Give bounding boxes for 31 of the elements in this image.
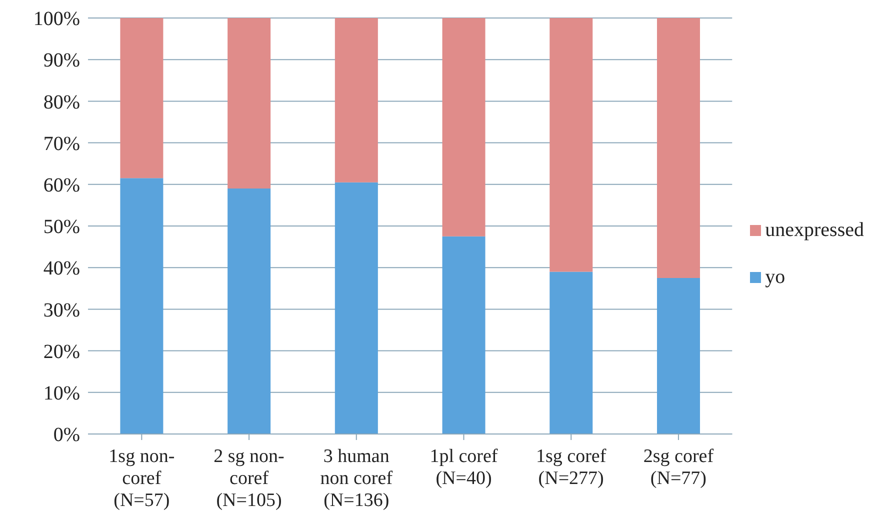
bar	[334, 182, 378, 434]
y-tick-label: 20%	[43, 340, 80, 363]
x-tick-label: 1sg coref (N=277)	[536, 446, 607, 489]
bar	[442, 18, 486, 236]
bar	[550, 272, 593, 434]
y-tick-label: 10%	[43, 382, 80, 404]
x-tick-label: 1pl coref (N=40)	[430, 446, 498, 489]
y-tick-label: 0%	[53, 424, 80, 446]
y-tick-label: 80%	[43, 91, 80, 114]
y-tick-label: 70%	[43, 132, 80, 155]
y-tick-label: 40%	[43, 258, 80, 280]
y-tick-label: 90%	[43, 50, 80, 72]
bar	[228, 188, 271, 434]
bar	[228, 18, 271, 189]
x-tick-label: 2 sg non- coref (N=105)	[214, 446, 284, 511]
x-tick-label: 1sg non- coref (N=57)	[108, 446, 175, 511]
y-tick-label: 60%	[43, 174, 80, 196]
x-tick-label: 3 human non coref (N=136)	[320, 446, 394, 511]
y-tick-label: 100%	[33, 8, 80, 30]
y-tick-label: 30%	[43, 299, 80, 322]
legend-label: yo	[765, 266, 786, 289]
y-tick-label: 50%	[43, 216, 80, 238]
bar	[550, 18, 593, 272]
bar	[120, 178, 164, 434]
bar	[656, 18, 700, 278]
legend-label: unexpressed	[765, 219, 864, 242]
x-tick-label: 2sg coref (N=77)	[643, 446, 714, 489]
bar	[334, 18, 378, 182]
bar	[442, 236, 486, 434]
bar	[656, 278, 700, 434]
bar	[120, 18, 164, 178]
